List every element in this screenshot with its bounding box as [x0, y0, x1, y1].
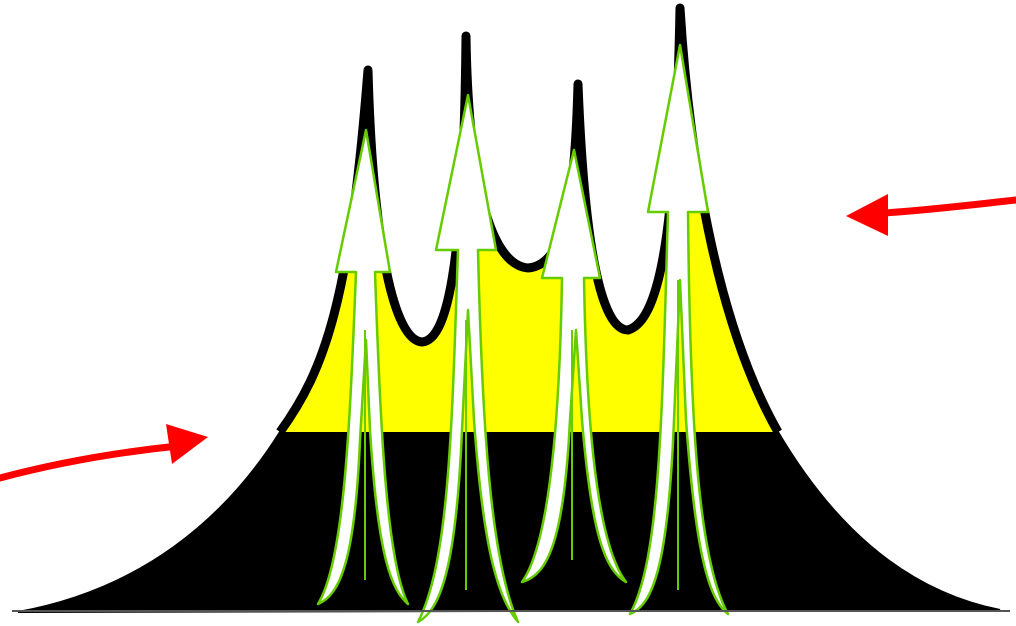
inflow-arrow-left — [0, 424, 208, 482]
updraft-arrow-4 — [628, 43, 730, 616]
upper-layer-shape — [280, 8, 778, 432]
updraft-arrow-3 — [520, 148, 628, 584]
updraft-arrow-1 — [316, 128, 410, 606]
updraft-arrow-2 — [416, 93, 520, 624]
inflow-arrow-right — [846, 194, 1016, 236]
lower-layer-shape — [17, 431, 1001, 613]
